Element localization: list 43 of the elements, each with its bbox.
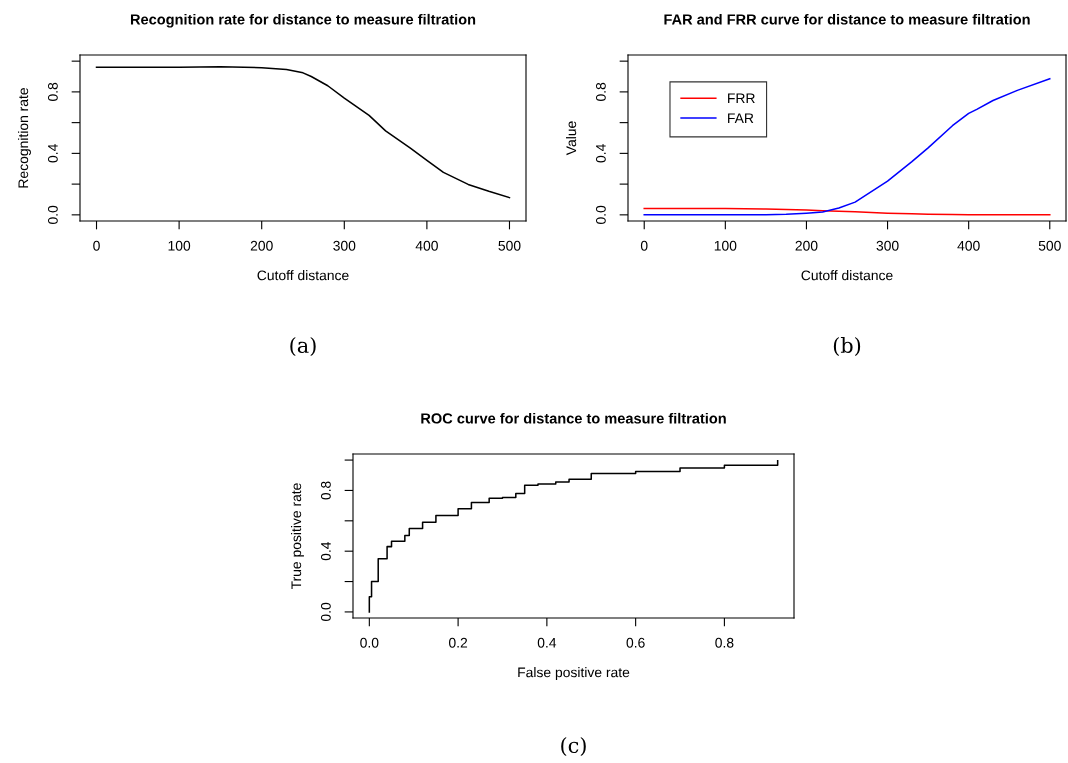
- x-tick-label: 400: [957, 240, 980, 251]
- x-tick-label: 200: [795, 240, 818, 251]
- y-tick-label: 0.0: [320, 602, 331, 622]
- x-tick-label: 0: [640, 240, 648, 251]
- x-tick-label: 400: [415, 240, 438, 251]
- x-tick-label: 300: [876, 240, 899, 251]
- line-series: [643, 207, 1051, 216]
- text: (b): [833, 336, 861, 356]
- text: (a): [290, 336, 316, 356]
- x-tick-label: 0.0: [360, 637, 379, 648]
- y-tick-label: 0.8: [595, 82, 606, 101]
- y-axis-title: Value: [565, 121, 577, 156]
- x-tick-label: 0.2: [448, 637, 468, 648]
- x-tick-label: 0.6: [626, 637, 645, 648]
- chart-title: ROC curve for distance to measure filtration: [421, 412, 726, 424]
- y-tick-label: 0.8: [320, 481, 331, 500]
- x-tick-label: 300: [333, 240, 356, 251]
- y-tick-label: 0.4: [47, 144, 58, 163]
- text: (c): [561, 736, 586, 756]
- x-tick-label: 200: [250, 240, 273, 251]
- x-tick-label: 0.8: [715, 637, 734, 648]
- x-tick-label: 100: [714, 240, 737, 251]
- x-tick-label: 0: [93, 240, 100, 251]
- x-tick-label: 100: [168, 240, 191, 251]
- x-axis-title: False positive rate: [518, 667, 630, 681]
- line-series: [95, 65, 511, 199]
- x-tick-label: 0.4: [537, 637, 557, 648]
- x-tick-label: 500: [498, 240, 521, 251]
- chart-title: Recognition rate for distance to measure filtration: [130, 13, 476, 28]
- y-tick-label: 0.4: [595, 144, 606, 163]
- y-axis-title: Recognition rate: [17, 88, 31, 188]
- legend-label: FAR: [728, 113, 754, 123]
- y-tick-label: 0.0: [47, 205, 58, 224]
- line-series: [643, 78, 1051, 216]
- x-axis-title: Cutoff distance: [801, 270, 893, 281]
- legend-label: FRR: [728, 93, 755, 104]
- y-axis-title: True positive rate: [290, 483, 304, 590]
- x-axis-title: Cutoff distance: [257, 270, 349, 281]
- y-tick-label: 0.4: [320, 541, 331, 561]
- chart-title: FAR and FRR curve for distance to measure filtration: [664, 13, 1030, 25]
- x-tick-label: 500: [1038, 240, 1061, 251]
- y-tick-label: 0.8: [47, 82, 58, 101]
- y-tick-label: 0.0: [595, 205, 606, 224]
